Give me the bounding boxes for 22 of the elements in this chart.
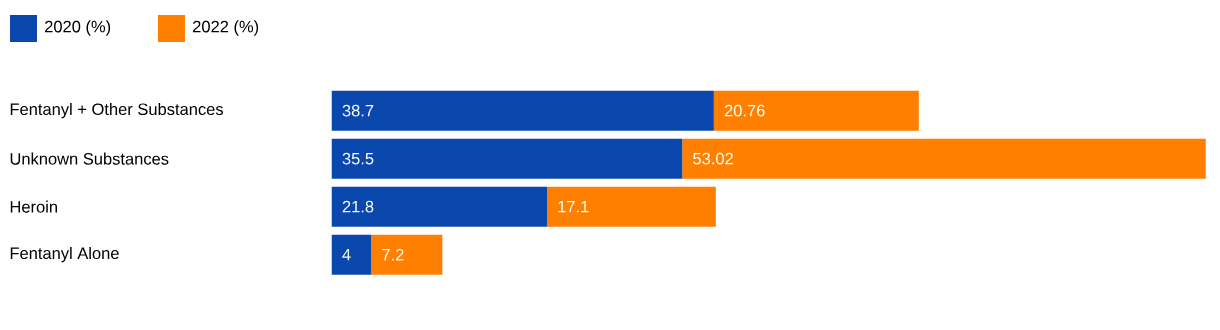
data-label: 35.5 (342, 152, 374, 165)
data-label: 38.7 (342, 104, 374, 117)
bar (331, 138, 683, 179)
data-label: 20.76 (724, 104, 765, 117)
y-tick-label: Unknown Substances (10, 152, 169, 165)
bar (682, 138, 1206, 179)
y-tick-label: Heroin (10, 200, 57, 213)
data-label: 4 (342, 248, 351, 261)
bar (713, 90, 919, 131)
data-label: 21.8 (342, 200, 374, 213)
data-label: 17.1 (558, 200, 589, 213)
bar (331, 90, 714, 131)
data-label: 53.02 (693, 152, 733, 165)
data-label: 7.2 (382, 248, 404, 261)
bar (371, 234, 443, 275)
bar (331, 234, 372, 275)
legend-label: 2020 (%) (45, 20, 111, 36)
y-tick-label: Fentanyl Alone (10, 246, 119, 263)
legend-label: 2022 (%) (193, 20, 259, 36)
bar (331, 186, 547, 227)
bar (546, 186, 716, 227)
y-tick-label: Fentanyl + Other Substances (10, 102, 223, 119)
